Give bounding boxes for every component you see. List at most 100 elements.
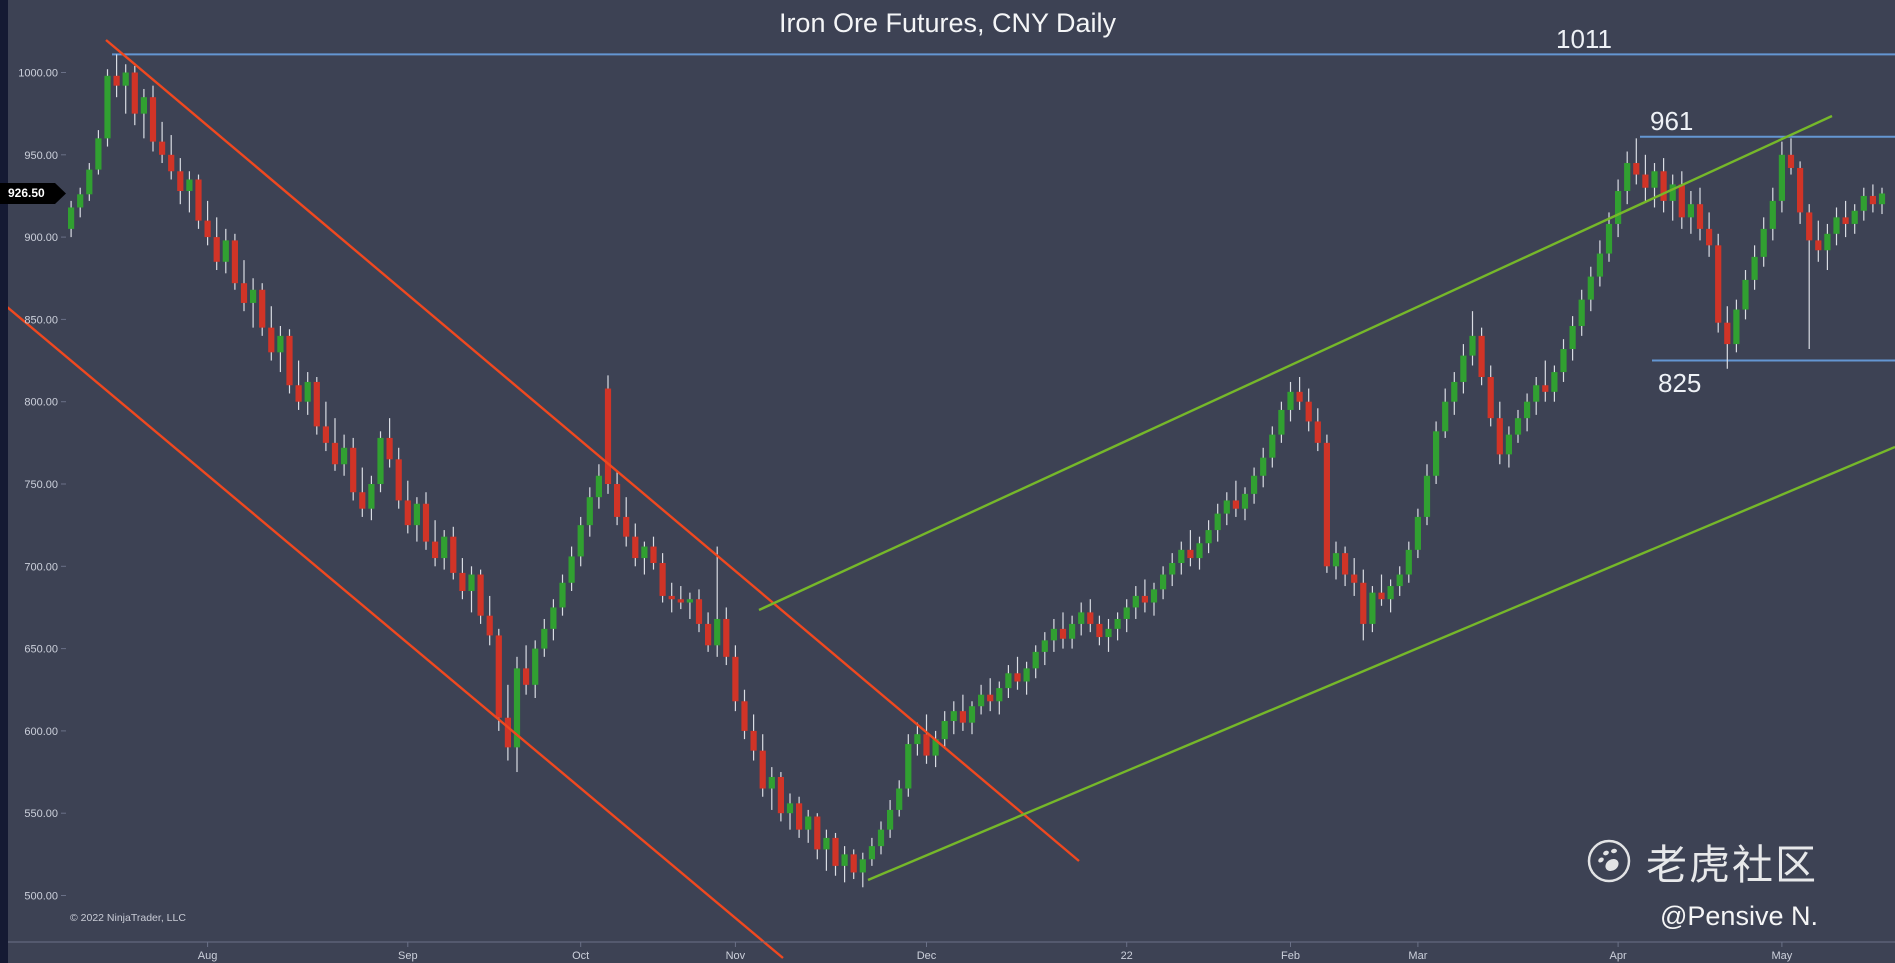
- price-axis-label-650.00: 650.00: [24, 644, 58, 656]
- candle-up: [1132, 595, 1139, 608]
- candle-up: [277, 335, 284, 353]
- candle-up: [532, 648, 539, 685]
- candle-up: [1533, 385, 1540, 402]
- candle-up: [768, 776, 775, 789]
- candle-up: [1551, 372, 1558, 392]
- candle-up: [1205, 530, 1212, 544]
- candle-up: [996, 688, 1003, 702]
- candle-down: [477, 574, 484, 616]
- candle-down: [1141, 595, 1148, 603]
- candle-up: [686, 599, 693, 603]
- downtrend-channel-upper[interactable]: [105, 39, 1080, 862]
- candle-up: [559, 582, 566, 608]
- candle-down: [177, 171, 184, 192]
- uptrend-channel-upper[interactable]: [758, 114, 1833, 612]
- candle-down: [1305, 401, 1312, 422]
- time-axis-label-22: 22: [1121, 950, 1133, 962]
- candle-up: [1615, 191, 1622, 224]
- candle-down: [322, 426, 329, 443]
- candle-up: [868, 846, 875, 860]
- candle-down: [1360, 582, 1367, 624]
- candle-down: [1314, 421, 1321, 443]
- candle-up: [896, 788, 903, 810]
- candle-up: [1414, 516, 1421, 550]
- candle-up: [595, 475, 602, 498]
- candle-up: [1587, 276, 1594, 300]
- candle-down: [1232, 500, 1239, 509]
- candle-up: [1760, 228, 1767, 257]
- candle-up: [641, 546, 648, 559]
- price-axis-label-600.00: 600.00: [24, 726, 58, 738]
- candle-up: [441, 536, 448, 559]
- candle-up: [859, 859, 866, 873]
- candle-down: [668, 595, 675, 600]
- candle-down: [1797, 167, 1804, 213]
- candle-up: [1223, 500, 1230, 514]
- candle-down: [1187, 549, 1194, 559]
- candle-down: [777, 776, 784, 814]
- candle-down: [168, 154, 175, 172]
- candle-down: [1696, 204, 1704, 229]
- candle-up: [104, 75, 111, 139]
- candle-down: [1678, 184, 1685, 218]
- candle-up: [77, 194, 84, 208]
- candle-up: [1833, 217, 1840, 234]
- candle-up: [1160, 574, 1167, 590]
- time-axis-label-Dec: Dec: [917, 950, 937, 962]
- candle-up: [513, 668, 521, 748]
- candle-up: [1442, 401, 1449, 432]
- candle-up: [941, 721, 948, 740]
- candle-down: [695, 599, 703, 624]
- candle-up: [1150, 589, 1158, 603]
- candle-up: [1050, 628, 1057, 641]
- candle-up: [413, 503, 420, 526]
- candle-up: [1569, 325, 1576, 350]
- candle-down: [1642, 174, 1649, 188]
- copyright-label: © 2022 NinjaTrader, LLC: [70, 912, 186, 924]
- candle-down: [1706, 228, 1713, 246]
- candle-down: [1633, 163, 1640, 175]
- candle-up: [1269, 434, 1276, 458]
- candle-up: [68, 207, 75, 229]
- candle-down: [432, 541, 439, 559]
- window-left-edge: [0, 0, 8, 963]
- candle-down: [504, 717, 511, 748]
- candle-down: [1787, 154, 1795, 168]
- candle-up: [1742, 279, 1749, 310]
- candle-down: [331, 442, 339, 465]
- candle-down: [614, 484, 621, 517]
- candle-up: [1214, 513, 1221, 531]
- candle-up: [932, 739, 939, 756]
- price-axis-label-750.00: 750.00: [24, 479, 58, 491]
- price-axis-label-900.00: 900.00: [24, 232, 58, 244]
- candle-up: [1860, 195, 1867, 211]
- candle-up: [841, 854, 848, 866]
- downtrend-channel-lower[interactable]: [0, 296, 784, 959]
- watermark-author: @Pensive N.: [1660, 901, 1818, 931]
- price-axis-label-850.00: 850.00: [24, 314, 58, 326]
- time-axis-label-Apr: Apr: [1610, 950, 1627, 962]
- candle-down: [495, 635, 502, 718]
- candle-down: [1487, 377, 1494, 419]
- candle-up: [468, 574, 475, 591]
- candle-down: [459, 572, 466, 591]
- candle-up: [1105, 628, 1112, 638]
- candle-up: [1769, 200, 1776, 229]
- uptrend-channel-lower[interactable]: [867, 445, 1895, 882]
- candle-up: [1751, 256, 1758, 280]
- candle-up: [95, 138, 102, 170]
- candle-up: [140, 97, 147, 114]
- candle-down: [659, 563, 666, 596]
- candle-up: [1560, 349, 1567, 373]
- price-axis-label-500.00: 500.00: [24, 891, 58, 903]
- candle-up: [905, 744, 912, 789]
- last-price-marker: 926.50: [0, 182, 66, 204]
- candle-down: [268, 327, 275, 353]
- price-axis-label-550.00: 550.00: [24, 808, 58, 820]
- candle-down: [149, 97, 157, 142]
- candle-up: [222, 240, 229, 262]
- candle-down: [959, 711, 966, 723]
- candle-up: [1514, 418, 1522, 435]
- candle-up: [1332, 553, 1340, 567]
